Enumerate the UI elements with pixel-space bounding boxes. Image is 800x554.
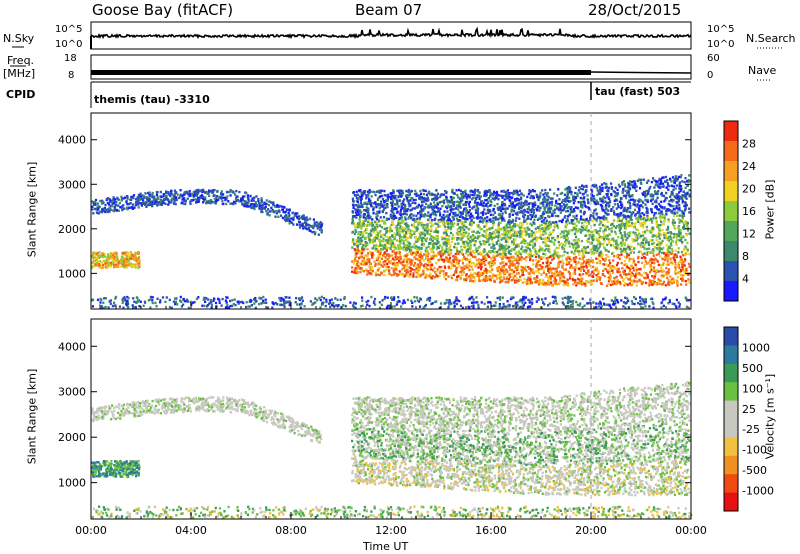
power-colorbar-tick: 24	[742, 160, 756, 173]
time-xlabel: Time UT	[363, 540, 409, 553]
power-colorbar-tick: 28	[742, 138, 756, 151]
nsky-tick-bottom: 10^0	[55, 39, 83, 50]
freq-tick-bottom: 8	[68, 70, 75, 81]
nsearch-tick-top: 10^5	[707, 24, 735, 35]
velocity-colorbar-segment	[724, 492, 738, 512]
power-colorbar-segment	[724, 281, 738, 302]
velocity-colorbar-segment	[724, 437, 738, 457]
power-ytick-label: 1000	[58, 267, 86, 280]
velocity-colorbar-tick: 100	[742, 382, 763, 395]
power-colorbar-segment	[724, 181, 738, 202]
power-colorbar-segment	[724, 121, 738, 142]
freq-panel	[90, 54, 692, 80]
velocity-colorbar-tick: 500	[742, 362, 763, 375]
power-colorbar-tick: 4	[742, 273, 749, 286]
time-xtick-label: 00:00	[75, 524, 107, 537]
time-xtick-label: 12:00	[375, 524, 407, 537]
nsky-trace	[90, 26, 692, 40]
time-xtick-label: 08:00	[275, 524, 307, 537]
power-colorbar-tick: 20	[742, 183, 756, 196]
power-ytick-label: 4000	[58, 134, 86, 147]
freq-label-1: Freq.	[7, 54, 35, 67]
velocity-colorbar-segment	[724, 455, 738, 475]
power-colorbar-segment	[724, 221, 738, 242]
time-xtick-label: 16:00	[475, 524, 507, 537]
power-colorbar-frame	[723, 120, 739, 302]
power-colorbar-tick: 8	[742, 250, 749, 263]
velocity-colorbar-tick: 25	[742, 403, 756, 416]
velocity-colorbar-tick: -500	[742, 464, 767, 477]
power-scatter	[91, 174, 691, 310]
cpid-label: CPID	[6, 88, 36, 101]
velocity-colorbar-segment	[724, 400, 738, 420]
velocity-colorbar-segment	[724, 363, 738, 383]
cpid-mode-2: tau (fast) 503	[595, 85, 681, 98]
velocity-ytick-label: 2000	[58, 431, 86, 444]
power-colorbar-tick: 16	[742, 205, 756, 218]
nsky-tick-top: 10^5	[55, 24, 83, 35]
velocity-ytick-label: 4000	[58, 340, 86, 353]
cpid-mode-1: themis (tau) -3310	[94, 93, 210, 106]
power-colorbar-tick: 12	[742, 228, 756, 241]
time-xtick-label: 04:00	[175, 524, 207, 537]
nsearch-tick-bottom: 10^0	[707, 39, 735, 50]
velocity-colorbar-segment	[724, 327, 738, 346]
nave-tick-bottom: 0	[707, 70, 714, 81]
beam-title: Beam 07	[355, 1, 423, 19]
nsky-label: N.Sky	[3, 32, 35, 45]
nave-trace	[590, 71, 692, 74]
velocity-colorbar-segment	[724, 382, 738, 402]
velocity-colorbar-segment	[724, 474, 738, 494]
velocity-colorbar-frame	[723, 326, 739, 512]
freq-trace	[91, 70, 591, 75]
date-title: 28/Oct/2015	[588, 1, 682, 19]
time-xtick-label: 00:00	[675, 524, 707, 537]
power-ytick-label: 3000	[58, 178, 86, 191]
station-title: Goose Bay (fitACF)	[92, 1, 234, 19]
velocity-colorbar-tick: -1000	[742, 485, 774, 498]
velocity-colorbar-tick: -25	[742, 423, 760, 436]
freq-tick-top: 18	[64, 53, 77, 64]
power-colorbar-segment	[724, 241, 738, 262]
velocity-colorbar-segment	[724, 345, 738, 365]
nave-tick-top: 60	[707, 53, 720, 64]
velocity-ytick-label: 1000	[58, 477, 86, 490]
velocity-ytick-label: 3000	[58, 386, 86, 399]
power-ytick-label: 2000	[58, 223, 86, 236]
velocity-scatter	[91, 381, 693, 520]
velocity-colorbar-tick: -100	[742, 444, 767, 457]
time-xtick-label: 20:00	[575, 524, 607, 537]
power-colorbar-segment	[724, 141, 738, 162]
freq-label-2: [MHz]	[3, 67, 36, 80]
velocity-colorbar-segment	[724, 419, 738, 438]
nave-label: Nave	[748, 64, 777, 77]
power-colorbar-segment	[724, 201, 738, 222]
power-colorbar-segment	[724, 161, 738, 182]
velocity-colorbar-tick: 1000	[742, 341, 770, 354]
nsearch-label: N.Search	[746, 32, 796, 45]
power-colorbar-segment	[724, 261, 738, 282]
